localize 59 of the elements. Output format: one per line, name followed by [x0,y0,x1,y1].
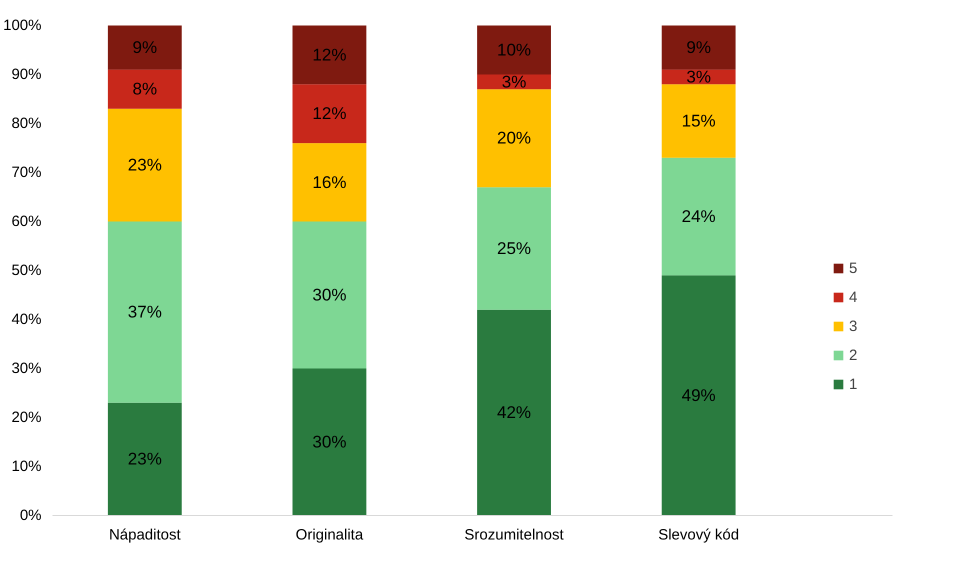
y-tick-label: 10% [11,458,42,475]
legend-label: 4 [849,288,858,306]
data-label: 9% [686,38,711,58]
y-tick-label: 90% [11,66,42,83]
bar [477,89,551,188]
bar [108,402,182,516]
y-tick-label: 20% [11,409,42,426]
data-label: 10% [497,40,532,60]
data-label: 20% [497,128,532,148]
bar [662,70,736,84]
bar [292,222,366,368]
x-tick-label: Slevový kód [658,526,740,544]
data-label: 30% [312,432,346,452]
legend-label: 5 [849,260,858,276]
bar [477,26,551,74]
y-tick-label: 100% [3,17,42,34]
bar [662,84,736,158]
legend-label: 3 [849,318,858,334]
bar [292,26,366,84]
bar [292,84,366,144]
x-tick-label: Srozumitelnost [464,526,564,544]
bar [292,143,366,222]
legend-label: 2 [849,346,858,364]
bar [662,26,736,70]
data-label: 15% [682,112,716,131]
bar [108,70,182,109]
data-label: 30% [312,286,346,304]
y-tick-label: 70% [11,164,42,181]
y-tick-label: 0% [20,507,42,524]
data-label: 3% [686,67,711,86]
bar [108,26,182,70]
bar [662,158,736,276]
bar [662,275,736,516]
data-label: 24% [682,207,716,226]
data-label: 3% [502,72,526,92]
data-label: 9% [132,38,158,58]
bar [477,310,551,516]
bar [477,187,551,310]
data-label: 12% [312,104,346,124]
data-label: 8% [132,80,158,99]
data-label: 16% [312,172,346,192]
data-label: 23% [128,156,162,175]
y-tick-label: 80% [11,115,42,132]
data-label: 23% [128,450,162,469]
bar [108,108,182,222]
data-label: 42% [497,403,532,422]
y-tick-label: 30% [11,360,42,377]
data-label: 37% [128,302,162,322]
legend-label: 1 [849,376,858,392]
y-tick-label: 60% [11,213,42,230]
data-label: 25% [497,238,532,258]
y-tick-label: 40% [11,311,42,328]
x-tick-label: Originalita [296,526,364,544]
data-label: 49% [682,386,716,405]
x-tick-label: Nápaditost [108,526,182,544]
bar [108,222,182,403]
data-label: 12% [312,45,346,64]
y-tick-label: 50% [11,262,42,279]
bar [292,368,366,516]
